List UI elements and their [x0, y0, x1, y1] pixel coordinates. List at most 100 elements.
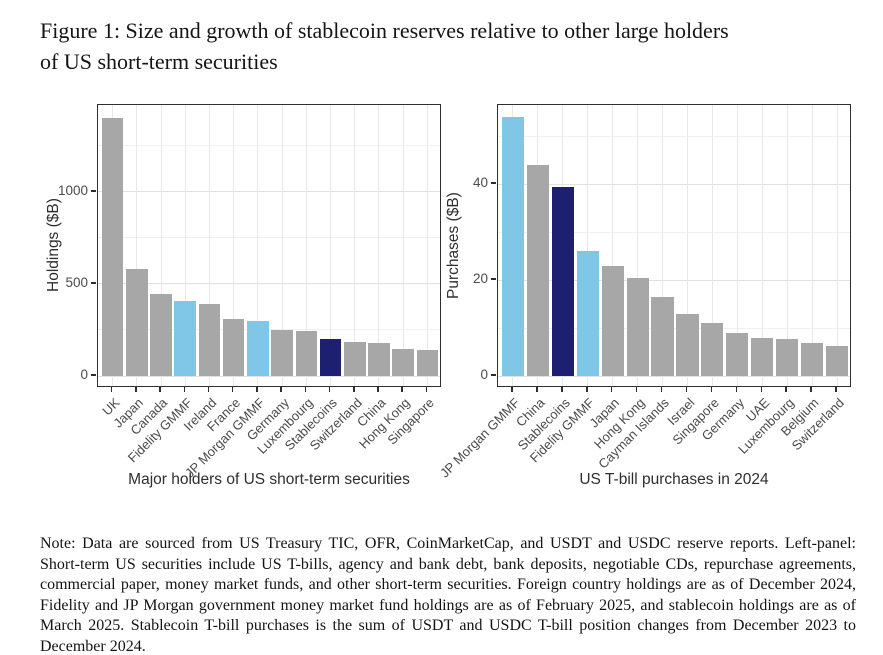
- vertical-gridline: [426, 105, 428, 386]
- y-tick-label: 40: [472, 175, 488, 191]
- vertical-gridline: [711, 105, 713, 386]
- bar-china: [526, 164, 549, 376]
- bar-canada: [150, 293, 172, 376]
- vertical-gridline: [587, 105, 589, 386]
- vertical-gridline: [686, 105, 688, 386]
- y-tick-mark: [91, 374, 96, 377]
- bar-uae: [751, 338, 774, 376]
- chart-holdings: 0 500 1000 UK Japan Canada Fidelity GMMF Irelan…: [45, 104, 441, 488]
- y-tick-label: 1000: [57, 182, 88, 198]
- figure-title: Figure 1: Size and growth of stablecoin …: [40, 15, 868, 77]
- x-axis-title: US T-bill purchases in 2024: [579, 471, 769, 488]
- x-tick-mark: [810, 387, 812, 392]
- y-tick-mark: [491, 278, 496, 281]
- plot-panel-right: [497, 104, 851, 387]
- vertical-gridline: [811, 105, 813, 386]
- bar-ireland: [198, 304, 221, 376]
- chart-purchases: 0 20 40 JP Morgan GMMF China Stablecoins Fidel…: [437, 104, 851, 488]
- major-gridline: [498, 375, 850, 377]
- vertical-gridline: [160, 105, 162, 386]
- x-tick-mark: [685, 387, 688, 392]
- y-axis-title: Purchases ($B): [445, 192, 462, 299]
- vertical-gridline: [378, 105, 380, 386]
- bar-hong-kong: [626, 277, 649, 376]
- vertical-gridline: [761, 105, 763, 386]
- x-tick-mark: [231, 387, 234, 392]
- x-tick-mark: [760, 387, 762, 392]
- x-tick-mark: [377, 387, 379, 392]
- minor-gridline: [98, 329, 440, 331]
- bar-stablecoins: [551, 186, 574, 376]
- y-tick-label: 0: [480, 367, 488, 382]
- vertical-gridline: [637, 105, 639, 386]
- vertical-gridline: [208, 105, 210, 386]
- vertical-gridline: [257, 105, 259, 386]
- minor-gridline: [498, 327, 850, 329]
- x-tick-mark: [635, 387, 638, 392]
- x-axis-title: Major holders of US short-term securitie…: [128, 471, 410, 488]
- x-tick-mark: [536, 387, 538, 392]
- vertical-gridline: [305, 105, 307, 386]
- bar-belgium: [801, 343, 824, 376]
- y-tick-mark: [91, 189, 96, 192]
- vertical-gridline: [786, 105, 788, 386]
- x-tick-mark: [610, 387, 613, 392]
- bar-cayman-islands: [651, 296, 674, 376]
- bar-jp-morgan-gmmf: [501, 116, 525, 376]
- bar-stablecoins: [319, 338, 342, 376]
- x-tick-mark: [353, 387, 355, 392]
- figure-note: Note: Data are sourced from US Treasury …: [40, 535, 856, 655]
- bar-switzerland: [825, 345, 849, 376]
- x-tick-text: JP Morgan GMMF: [437, 395, 523, 481]
- vertical-gridline: [233, 105, 235, 386]
- major-gridline: [98, 283, 440, 285]
- x-tick-mark: [785, 387, 787, 392]
- bar-luxembourg: [776, 338, 799, 376]
- y-tick-label: 0: [80, 367, 88, 383]
- major-gridline: [98, 375, 440, 377]
- vertical-gridline: [612, 105, 614, 386]
- vertical-gridline: [330, 105, 332, 386]
- minor-gridline: [98, 145, 440, 147]
- figure-title-line-1: Figure 1: Size and growth of stablecoin …: [40, 18, 729, 43]
- bar-singapore: [701, 323, 724, 376]
- minor-gridline: [98, 237, 440, 239]
- x-tick-mark: [110, 387, 113, 392]
- x-tick-mark: [280, 387, 282, 392]
- figure-title-line-2: of US short-term securities: [40, 49, 278, 74]
- x-tick-mark: [561, 387, 563, 392]
- bar-germany: [271, 329, 293, 376]
- x-tick-mark: [710, 387, 713, 392]
- x-tick-mark: [835, 387, 837, 392]
- vertical-gridline: [281, 105, 283, 386]
- vertical-gridline: [402, 105, 404, 386]
- y-axis-title: Holdings ($B): [45, 198, 62, 293]
- bar-hong-kong: [392, 348, 414, 376]
- x-tick-mark: [304, 387, 307, 392]
- minor-gridline: [498, 231, 850, 233]
- vertical-gridline: [354, 105, 356, 386]
- vertical-gridline: [662, 105, 664, 386]
- bar-luxembourg: [295, 331, 318, 376]
- bar-france: [222, 318, 245, 376]
- bar-uk: [101, 117, 124, 376]
- plot-panel-left: [97, 104, 441, 387]
- vertical-gridline: [736, 105, 738, 386]
- x-tick-mark: [159, 387, 161, 392]
- x-tick-mark: [183, 387, 185, 392]
- x-tick-mark: [511, 387, 513, 392]
- y-tick-label: 20: [472, 271, 488, 287]
- vertical-gridline: [184, 105, 186, 386]
- x-tick-mark: [735, 387, 738, 392]
- minor-gridline: [498, 135, 850, 137]
- vertical-gridline: [836, 105, 838, 386]
- bar-china: [368, 343, 390, 376]
- x-tick-mark: [207, 387, 210, 392]
- bar-japan: [601, 265, 624, 376]
- bar-jp-morgan-gmmf: [247, 321, 269, 376]
- major-gridline: [498, 183, 850, 185]
- y-tick-mark: [491, 374, 496, 376]
- major-gridline: [98, 191, 440, 193]
- bar-switzerland: [343, 341, 366, 376]
